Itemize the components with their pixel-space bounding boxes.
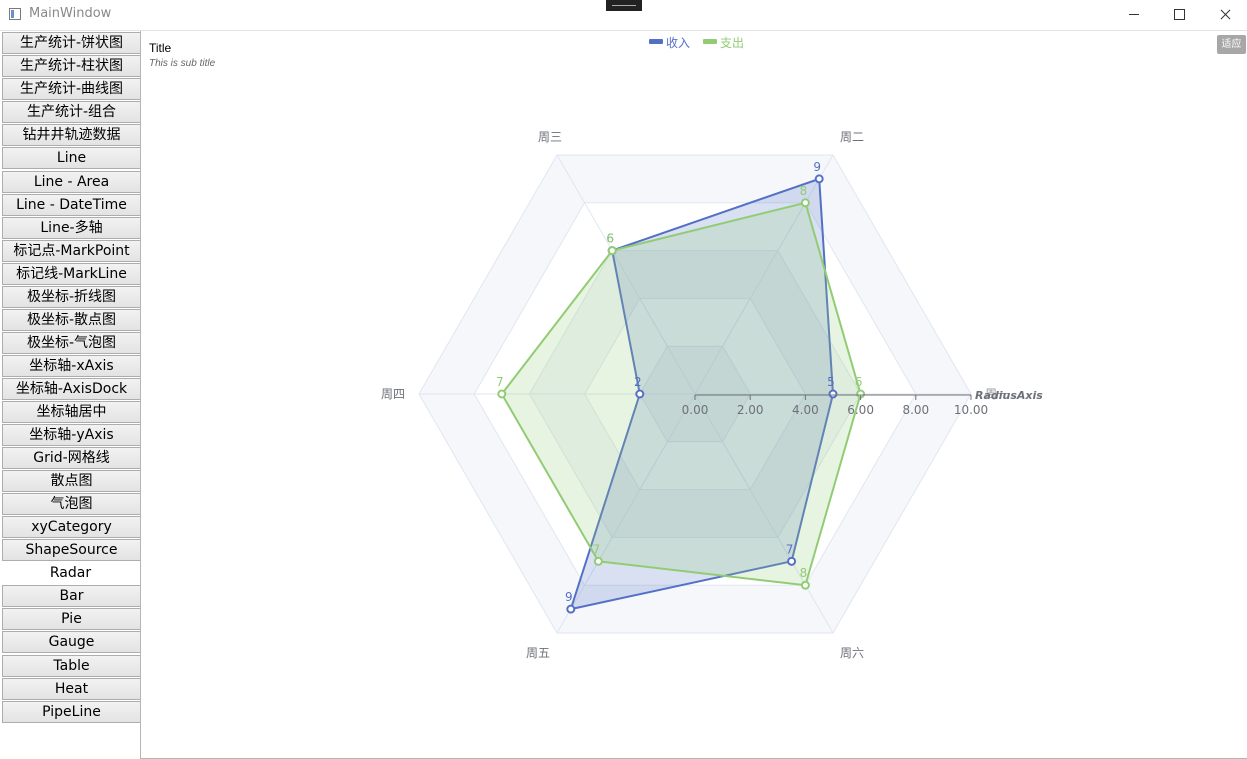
sidebar-item[interactable]: xyCategory [2,516,141,538]
radar-data-label: 7 [593,542,601,556]
radius-axis-name: RadiusAxis [975,389,1043,402]
radar-spoke [694,393,834,634]
sidebar-item[interactable]: ShapeSource [2,539,141,561]
radar-data-label: 9 [565,590,573,604]
radar-point[interactable] [593,556,603,566]
sidebar-item[interactable]: Gauge [2,631,141,653]
sidebar-item[interactable]: 标记点-MarkPoint [2,240,141,262]
sidebar-item[interactable]: 坐标轴-xAxis [2,355,141,377]
sidebar-item[interactable]: Radar [0,562,141,584]
sidebar-item[interactable]: 生产统计-柱状图 [2,55,141,77]
legend-item[interactable]: 收入 [649,36,690,50]
window-title: MainWindow [29,6,112,21]
sidebar-item[interactable]: Line-多轴 [2,217,141,239]
radar-indicator-label: 周六 [840,646,864,660]
sidebar-item[interactable]: 极坐标-散点图 [2,309,141,331]
sidebar-item[interactable]: Heat [2,678,141,700]
sidebar-item[interactable]: 钻井井轨迹数据 [2,124,141,146]
minimize-button[interactable] [1110,0,1156,30]
radius-axis-tick-label: 2.00 [737,403,764,417]
sidebar-item[interactable]: Line [2,147,141,169]
sidebar-item[interactable]: 坐标轴居中 [2,401,141,423]
sidebar-item[interactable]: 散点图 [2,470,141,492]
radar-point[interactable] [635,389,645,399]
radar-data-label: 7 [786,542,794,556]
radar-spoke [694,154,834,395]
radar-point[interactable] [800,580,810,590]
radar-data-label: 6 [606,232,614,246]
sidebar-item[interactable]: 标记线-MarkLine [2,263,141,285]
radar-data-label: 6 [606,232,614,246]
legend-item[interactable]: 支出 [703,36,744,50]
radar-spoke [556,393,696,634]
radar-point[interactable] [566,604,576,614]
sidebar-item[interactable]: 极坐标-折线图 [2,286,141,308]
chart-navigation-sidebar: 生产统计-饼状图 生产统计-柱状图 生产统计-曲线图 生产统计-组合 钻井井轨迹数据 Li… [0,31,141,759]
radar-point[interactable] [800,198,810,208]
sidebar-item[interactable]: Pie [2,608,141,630]
sidebar-item[interactable]: 坐标轴-AxisDock [2,378,141,400]
legend-label: 支出 [720,36,744,50]
legend-swatch [649,39,663,44]
radius-axis-tick-label: 8.00 [902,403,929,417]
radius-axis-tick-label: 4.00 [792,403,819,417]
radar-point[interactable] [607,246,617,256]
sidebar-item[interactable]: Table [2,655,141,677]
radar-data-label: 6 [855,375,863,389]
sidebar-item[interactable]: Line - Area [2,171,141,193]
chart-title: Title [149,41,172,55]
sidebar-item[interactable]: Line - DateTime [2,194,141,216]
legend-label: 收入 [666,36,690,50]
sidebar-item[interactable]: 极坐标-气泡图 [2,332,141,354]
radar-data-label: 7 [496,375,504,389]
radar-indicator-label: 周五 [526,646,550,660]
app-window-icon [9,8,21,20]
radar-indicator-label: 周一 [985,387,1009,401]
sidebar-item[interactable]: PipeLine [2,701,141,723]
radar-data-label: 5 [827,375,835,389]
radar-indicator-label: 周二 [840,130,864,144]
title-bar: MainWindow [0,0,1247,31]
radar-point[interactable] [787,556,797,566]
sidebar-item[interactable]: 坐标轴-yAxis [2,424,141,446]
sidebar-item[interactable]: 生产统计-曲线图 [2,78,141,100]
radar-point[interactable] [497,389,507,399]
radar-spoke [556,154,696,395]
sidebar-item[interactable]: Bar [2,585,141,607]
radius-axis-tick-label: 6.00 [847,403,874,417]
sidebar-item[interactable]: 气泡图 [2,493,141,515]
radar-point[interactable] [814,174,824,184]
legend-swatch [703,39,717,44]
radar-indicator-label: 周四 [381,387,405,401]
fit-button[interactable]: 适应 [1217,35,1246,54]
radar-point[interactable] [828,389,838,399]
sidebar-item[interactable]: Grid-网格线 [2,447,141,469]
radar-data-label: 8 [800,184,808,198]
close-button[interactable] [1202,0,1247,30]
radar-data-label: 2 [634,375,642,389]
radar-indicator-label: 周三 [538,130,562,144]
sidebar-item[interactable]: 生产统计-组合 [2,101,141,123]
radar-data-label: 8 [800,566,808,580]
radar-data-label: 9 [813,160,821,174]
chart-subtitle: This is sub title [149,58,216,69]
drag-handle-icon[interactable] [606,0,642,11]
radius-axis-tick-label: 0.00 [682,403,709,417]
sidebar-item[interactable]: 生产统计-饼状图 [2,32,141,54]
radius-axis-tick-label: 10.00 [954,403,988,417]
maximize-button[interactable] [1156,0,1202,30]
